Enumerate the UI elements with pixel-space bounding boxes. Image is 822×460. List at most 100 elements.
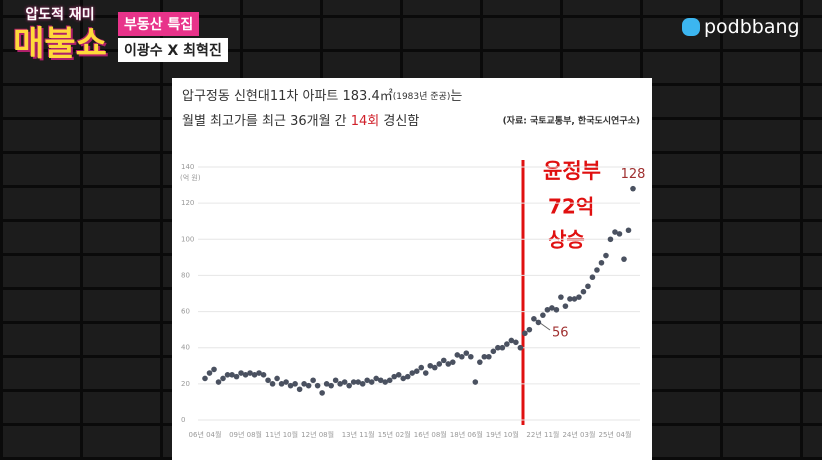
point: [305, 382, 312, 389]
point: [418, 364, 425, 371]
x-tick-label: 15년 02월: [378, 430, 411, 439]
point: [594, 267, 600, 273]
point: [341, 379, 348, 385]
point: [576, 294, 582, 300]
point: [630, 185, 636, 192]
point: [522, 330, 528, 337]
point: [517, 344, 524, 351]
point: [301, 381, 307, 387]
point: [449, 359, 456, 365]
point: [202, 375, 208, 382]
x-tick-label: 24년 03월: [562, 430, 595, 439]
point: [603, 252, 609, 259]
title-part: 는: [450, 89, 462, 104]
subtitle-part: 경신함: [379, 114, 419, 129]
point: [269, 381, 276, 387]
point: [404, 373, 411, 380]
x-tick-label: 19년 10월: [486, 430, 519, 439]
point: [477, 359, 483, 365]
y-tick-label: 0: [181, 416, 185, 424]
point: [247, 370, 253, 376]
point: [558, 294, 564, 300]
point: [382, 379, 389, 385]
x-tick-label: 12년 08월: [301, 430, 334, 439]
point: [463, 350, 470, 356]
point: [571, 296, 578, 302]
x-tick-label: 22년 11월: [526, 430, 559, 439]
point: [323, 381, 330, 387]
point: [292, 381, 298, 387]
point: [229, 372, 235, 378]
point: [350, 379, 357, 385]
point: [585, 283, 591, 290]
point: [233, 373, 240, 380]
logo-main: 매불쇼: [13, 24, 107, 64]
y-tick-label: 60: [181, 308, 190, 316]
guests: 이광수 X 최혁진: [118, 38, 228, 62]
point: [422, 370, 429, 376]
point: [468, 353, 474, 360]
point: [337, 381, 343, 387]
point: [567, 296, 573, 302]
point: [391, 373, 398, 380]
point: [431, 364, 438, 371]
point: [355, 379, 361, 385]
y-tick-label: 100: [181, 235, 194, 243]
point: [513, 339, 519, 346]
point: [377, 377, 384, 384]
point: [553, 306, 560, 313]
y-tick-label: 40: [181, 344, 190, 352]
point: [310, 377, 316, 384]
point: [328, 382, 334, 389]
point: [504, 341, 510, 347]
point: [373, 375, 380, 382]
point: [454, 352, 461, 358]
point: [598, 259, 605, 266]
point: [314, 382, 321, 389]
annotation: 72억: [548, 195, 594, 219]
point: [224, 372, 231, 378]
point: [400, 375, 407, 382]
point: [549, 305, 555, 311]
y-tick-label: 120: [181, 199, 194, 207]
annotation: 윤정부: [543, 159, 601, 183]
point: [535, 319, 542, 326]
chart-panel: [172, 78, 652, 460]
point: [346, 382, 352, 389]
point: [215, 379, 222, 385]
x-tick-label: 18년 06월: [450, 430, 483, 439]
data-label: 56: [552, 326, 569, 341]
point: [472, 379, 479, 385]
point: [495, 344, 501, 351]
point: [531, 316, 537, 322]
point: [368, 379, 375, 385]
point: [440, 357, 447, 364]
point: [481, 353, 488, 360]
point: [386, 377, 393, 384]
logo: 압도적 재미 매불쇼: [10, 4, 110, 64]
point: [287, 382, 294, 389]
subtitle-part: 14회: [351, 114, 380, 129]
point: [490, 348, 497, 355]
point: [296, 386, 303, 393]
point: [486, 353, 492, 360]
point: [409, 370, 416, 376]
badge: 부동산 특집: [118, 12, 200, 36]
point: [580, 288, 587, 295]
point: [211, 366, 217, 373]
x-tick-label: 09년 08월: [229, 430, 262, 439]
point: [427, 362, 434, 369]
point: [607, 236, 614, 243]
point: [625, 227, 632, 234]
point: [540, 312, 546, 318]
point: [413, 368, 420, 375]
y-tick-label: 20: [181, 380, 190, 388]
point: [238, 370, 244, 376]
point: [508, 337, 515, 344]
point: [256, 370, 262, 376]
subtitle-part: 월별 최고가를 최근 36개월 간: [182, 114, 351, 129]
title-part: (1983년 준공): [393, 91, 451, 102]
point: [220, 375, 226, 382]
x-tick-label: 06년 04월: [189, 430, 222, 439]
